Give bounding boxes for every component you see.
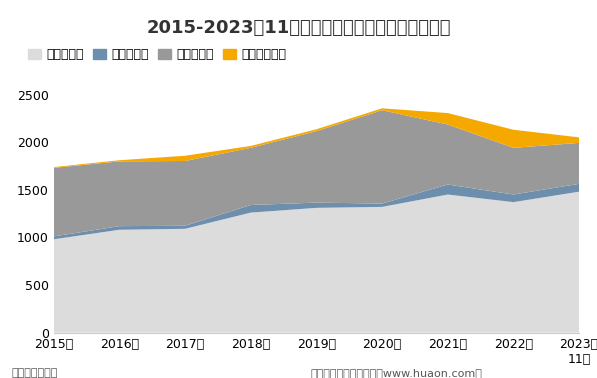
Text: 单位：亿千瓦时: 单位：亿千瓦时 (12, 368, 59, 378)
Text: 制图：华经产业研究院（www.huaon.com）: 制图：华经产业研究院（www.huaon.com） (310, 368, 482, 378)
Legend: 火力发电量, 风力发电量, 水力发电量, 太阳能发电量: 火力发电量, 风力发电量, 水力发电量, 太阳能发电量 (29, 48, 286, 61)
Text: 2015-2023年11月贵州省各发电类型发电量统计图: 2015-2023年11月贵州省各发电类型发电量统计图 (146, 19, 451, 37)
